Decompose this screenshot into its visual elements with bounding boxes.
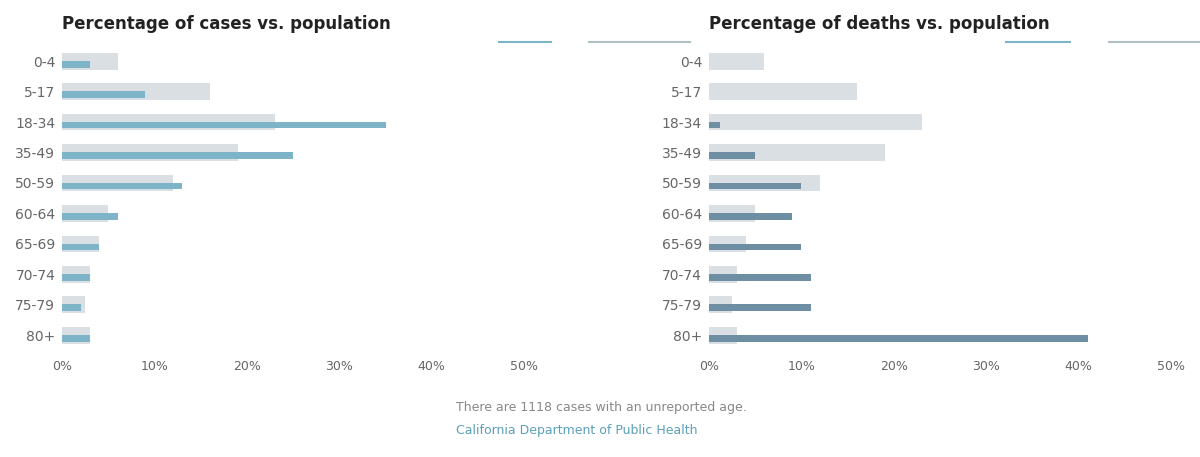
Bar bbox=[709, 274, 811, 281]
Bar bbox=[709, 205, 755, 222]
Bar bbox=[709, 327, 737, 344]
Text: Percentage of cases vs. population: Percentage of cases vs. population bbox=[62, 15, 391, 33]
Bar bbox=[62, 183, 182, 189]
Bar bbox=[62, 114, 275, 130]
Bar bbox=[709, 297, 732, 313]
Bar bbox=[709, 183, 802, 189]
Bar bbox=[709, 213, 792, 220]
Bar bbox=[62, 297, 85, 313]
Bar bbox=[709, 83, 857, 100]
Bar bbox=[709, 114, 922, 130]
Text: There are 1118 cases with an unreported age.: There are 1118 cases with an unreported … bbox=[456, 401, 746, 414]
Bar bbox=[709, 122, 720, 128]
Bar bbox=[709, 175, 820, 191]
Bar bbox=[62, 122, 385, 128]
Bar bbox=[709, 53, 764, 69]
Bar bbox=[62, 274, 90, 281]
Bar bbox=[62, 205, 108, 222]
Bar bbox=[62, 83, 210, 100]
Bar bbox=[62, 266, 90, 283]
Bar bbox=[62, 335, 90, 342]
Bar bbox=[62, 235, 100, 252]
Bar bbox=[62, 244, 100, 250]
Bar bbox=[709, 266, 737, 283]
Bar bbox=[62, 327, 90, 344]
Bar bbox=[62, 91, 145, 98]
Bar bbox=[62, 175, 173, 191]
Bar bbox=[62, 213, 118, 220]
Bar bbox=[709, 152, 755, 159]
Bar bbox=[709, 235, 746, 252]
Text: California Department of Public Health: California Department of Public Health bbox=[456, 424, 697, 437]
Bar bbox=[62, 304, 80, 311]
Bar bbox=[62, 53, 118, 69]
Bar bbox=[709, 335, 1088, 342]
Text: Percentage of deaths vs. population: Percentage of deaths vs. population bbox=[709, 15, 1050, 33]
Bar bbox=[62, 61, 90, 68]
Bar bbox=[62, 152, 293, 159]
Bar bbox=[709, 244, 802, 250]
Bar bbox=[709, 304, 811, 311]
Bar bbox=[709, 144, 884, 161]
Bar bbox=[62, 144, 238, 161]
